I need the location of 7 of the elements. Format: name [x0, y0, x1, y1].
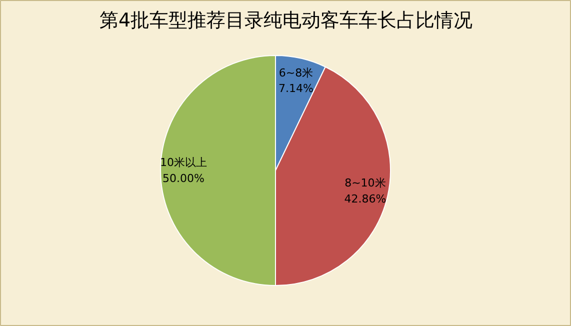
data-label: 42.86%: [344, 192, 386, 206]
chart-title: 第4批车型推荐目录纯电动客车车长占比情况: [99, 10, 473, 32]
data-label: 50.00%: [162, 172, 204, 185]
slice-label: 6~8米: [278, 66, 314, 80]
data-label: 7.14%: [278, 82, 314, 96]
slice-label: 10米以上: [160, 156, 207, 170]
slice-label: 8~10米: [344, 176, 386, 190]
